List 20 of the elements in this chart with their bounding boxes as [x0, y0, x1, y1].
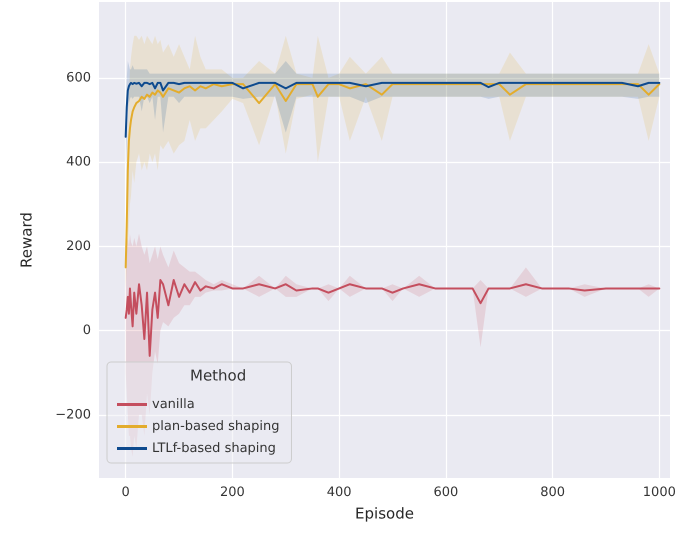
x-tick-label: 200 — [220, 485, 245, 500]
line-series — [124, 83, 660, 268]
x-axis-title: Episode — [355, 504, 414, 522]
legend-label: plan-based shaping — [152, 419, 280, 434]
x-tick-label: 800 — [540, 485, 566, 500]
line-series — [124, 279, 660, 357]
x-tick-label: 0 — [122, 485, 130, 500]
x-tick-label: 400 — [326, 485, 352, 500]
y-tick-label: 200 — [66, 238, 91, 254]
line-series — [124, 82, 660, 138]
x-tick-label: 1000 — [642, 485, 676, 500]
legend-label: vanilla — [152, 397, 195, 412]
y-tick-label: −200 — [55, 407, 91, 422]
legend-title: Method — [190, 366, 246, 384]
x-tick-label: 600 — [433, 485, 458, 500]
y-tick-label: 400 — [66, 154, 91, 170]
y-axis-title: Reward — [18, 212, 36, 268]
legend-label: LTLf-based shaping — [152, 441, 276, 456]
y-tick-label: 600 — [66, 70, 91, 86]
y-tick-label: 0 — [82, 323, 91, 338]
